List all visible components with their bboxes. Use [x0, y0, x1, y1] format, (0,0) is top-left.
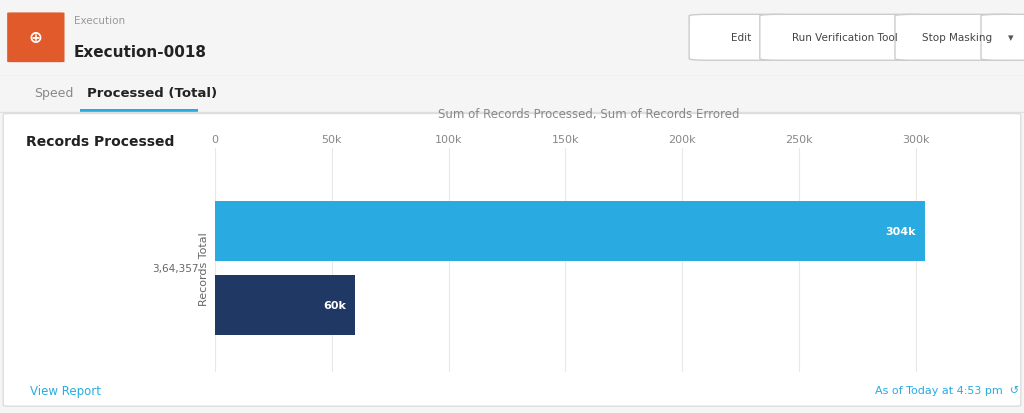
FancyBboxPatch shape [689, 15, 794, 61]
FancyBboxPatch shape [7, 13, 65, 63]
Bar [215, 275, 355, 335]
Text: Stop Masking: Stop Masking [923, 33, 992, 43]
Text: 3,64,357: 3,64,357 [153, 263, 199, 273]
FancyBboxPatch shape [981, 15, 1024, 61]
Text: 304k: 304k [886, 227, 915, 237]
Text: ⊕: ⊕ [29, 29, 43, 47]
FancyBboxPatch shape [3, 114, 1021, 406]
Bar [215, 202, 926, 262]
Text: Execution: Execution [74, 17, 125, 26]
Text: Run Verification Tool: Run Verification Tool [792, 33, 898, 43]
FancyBboxPatch shape [760, 15, 930, 61]
Text: Speed: Speed [34, 87, 73, 100]
Text: ▾: ▾ [1008, 33, 1014, 43]
Text: 60k: 60k [323, 300, 346, 310]
Bar [80, 110, 198, 114]
Text: View Report: View Report [31, 384, 101, 397]
Text: As of Today at 4:53 pm  ↺: As of Today at 4:53 pm ↺ [874, 385, 1019, 395]
Text: Edit: Edit [731, 33, 752, 43]
FancyBboxPatch shape [895, 15, 1020, 61]
Title: Sum of Records Processed, Sum of Records Errored: Sum of Records Processed, Sum of Records… [438, 108, 739, 121]
Text: Execution-0018: Execution-0018 [74, 45, 207, 59]
Text: Processed (Total): Processed (Total) [87, 87, 217, 100]
Text: Records Processed: Records Processed [27, 135, 175, 149]
